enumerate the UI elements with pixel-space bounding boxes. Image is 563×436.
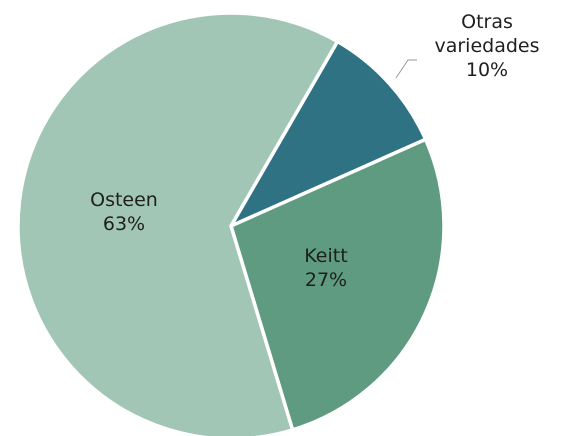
leader-lines-layer [395,59,417,79]
pie-slice-otras-variedades [229,39,428,228]
labels-layer: Otras variedades 10% Keitt 27% Osteen 63% [90,11,539,291]
pie-slice-osteen [16,11,340,436]
slice-label-otras-variedades: Otras variedades 10% [434,11,539,81]
slices-layer [16,11,446,436]
slice-label-osteen: Osteen 63% [90,189,158,235]
slice-label-keitt: Keitt 27% [304,245,347,291]
leader-line-otras-variedades [395,59,417,79]
pie-slice-keitt [229,137,446,432]
